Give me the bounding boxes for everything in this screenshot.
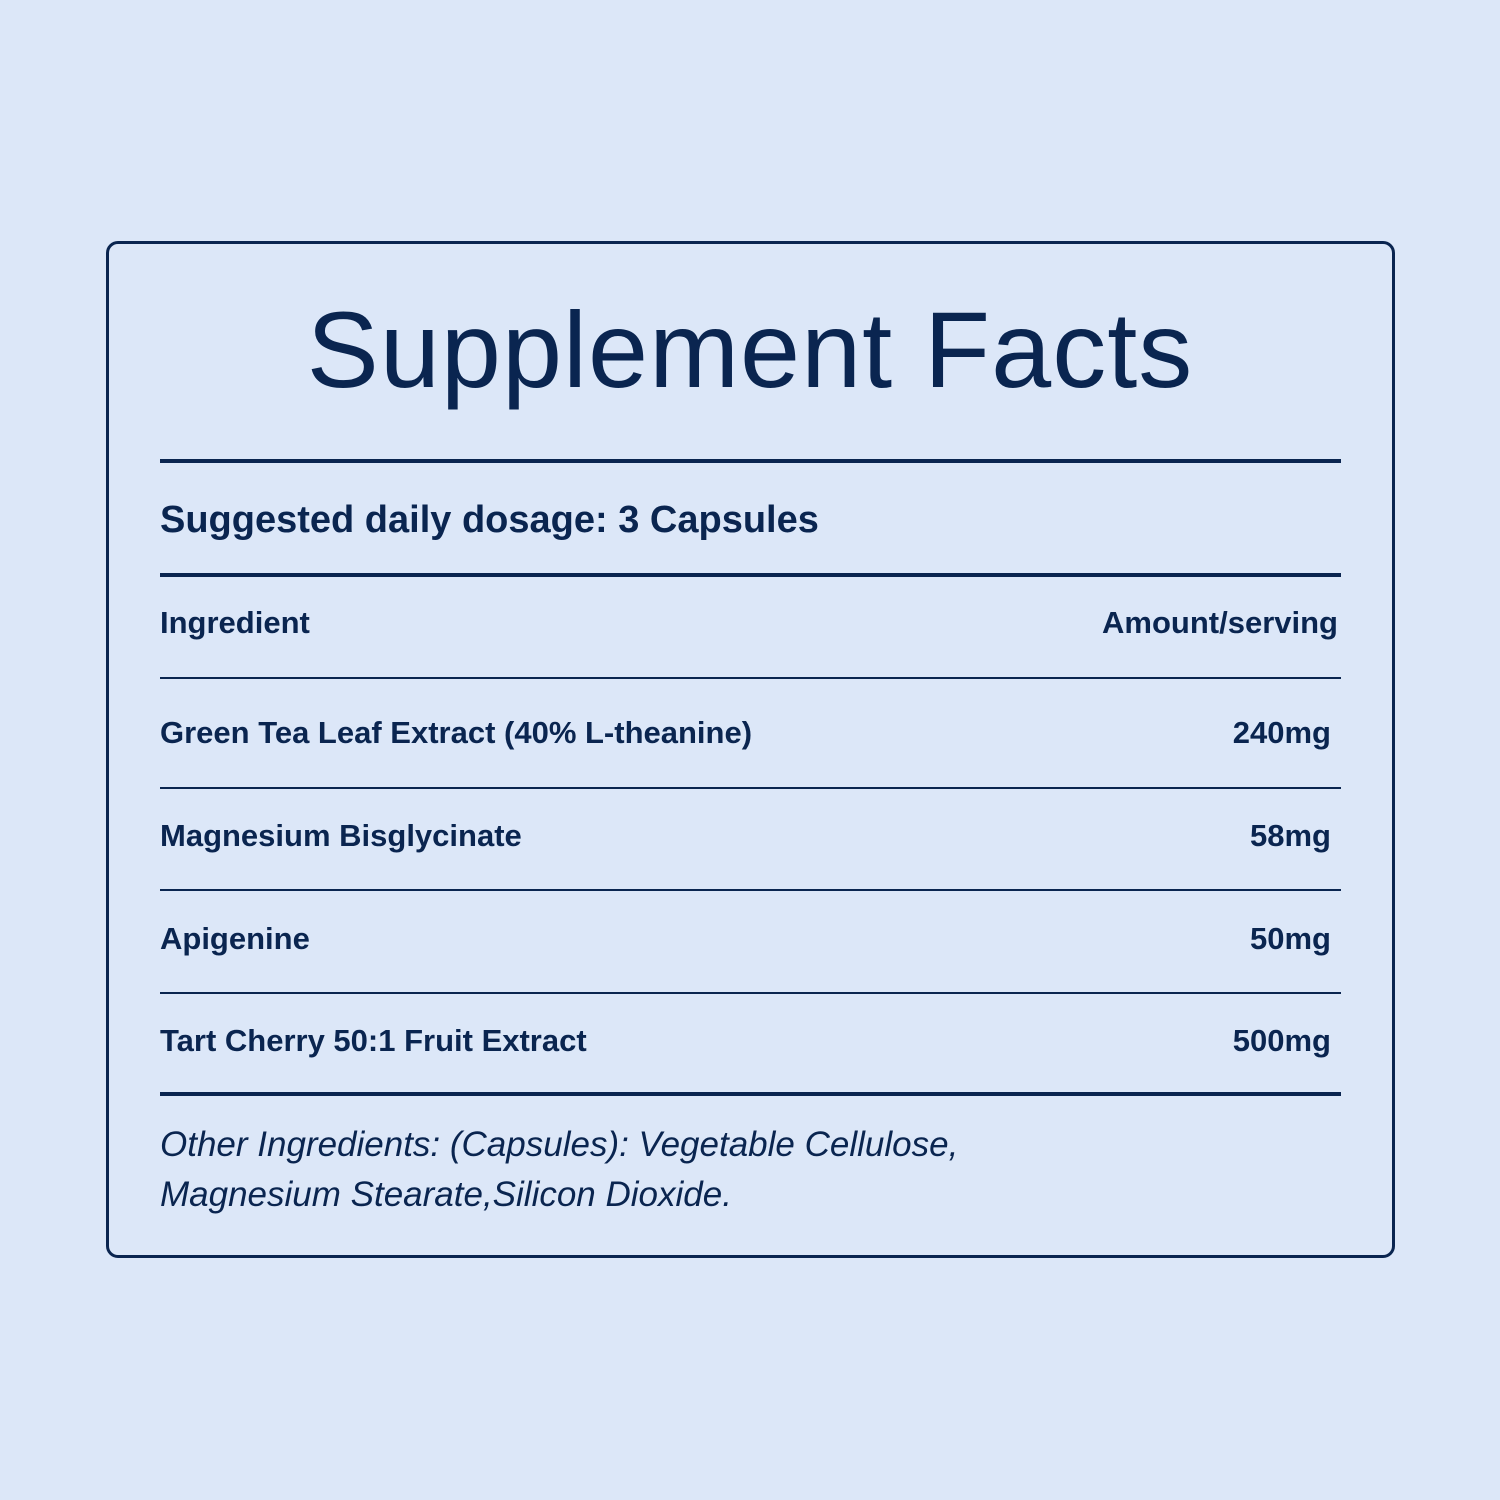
table-row: Magnesium Bisglycinate 58mg	[160, 816, 1331, 856]
divider	[160, 677, 1341, 679]
ingredient-name: Green Tea Leaf Extract (40% L-theanine)	[160, 715, 753, 750]
ingredient-name: Tart Cherry 50:1 Fruit Extract	[160, 1023, 587, 1058]
divider	[160, 573, 1341, 577]
ingredient-amount: 240mg	[1232, 715, 1331, 750]
table-header: Ingredient Amount/serving	[160, 603, 1338, 643]
divider	[160, 889, 1341, 891]
table-row: Tart Cherry 50:1 Fruit Extract 500mg	[160, 1021, 1331, 1061]
page-title: Supplement Facts	[306, 289, 1194, 410]
ingredient-amount: 500mg	[1232, 1023, 1331, 1058]
header-ingredient: Ingredient	[160, 605, 310, 640]
ingredient-amount: 50mg	[1250, 921, 1331, 956]
divider	[160, 1092, 1341, 1096]
ingredient-name: Magnesium Bisglycinate	[160, 818, 522, 853]
table-row: Apigenine 50mg	[160, 919, 1331, 959]
suggested-dosage: Suggested daily dosage: 3 Capsules	[160, 499, 819, 541]
ingredient-amount: 58mg	[1250, 818, 1331, 853]
divider	[160, 459, 1341, 463]
header-amount: Amount/serving	[1102, 605, 1338, 640]
divider	[160, 787, 1341, 789]
ingredient-name: Apigenine	[160, 921, 310, 956]
divider	[160, 992, 1341, 994]
other-ingredients: Other Ingredients: (Capsules): Vegetable…	[160, 1125, 959, 1214]
supplement-facts-panel	[106, 241, 1395, 1258]
table-row: Green Tea Leaf Extract (40% L-theanine) …	[160, 713, 1331, 753]
